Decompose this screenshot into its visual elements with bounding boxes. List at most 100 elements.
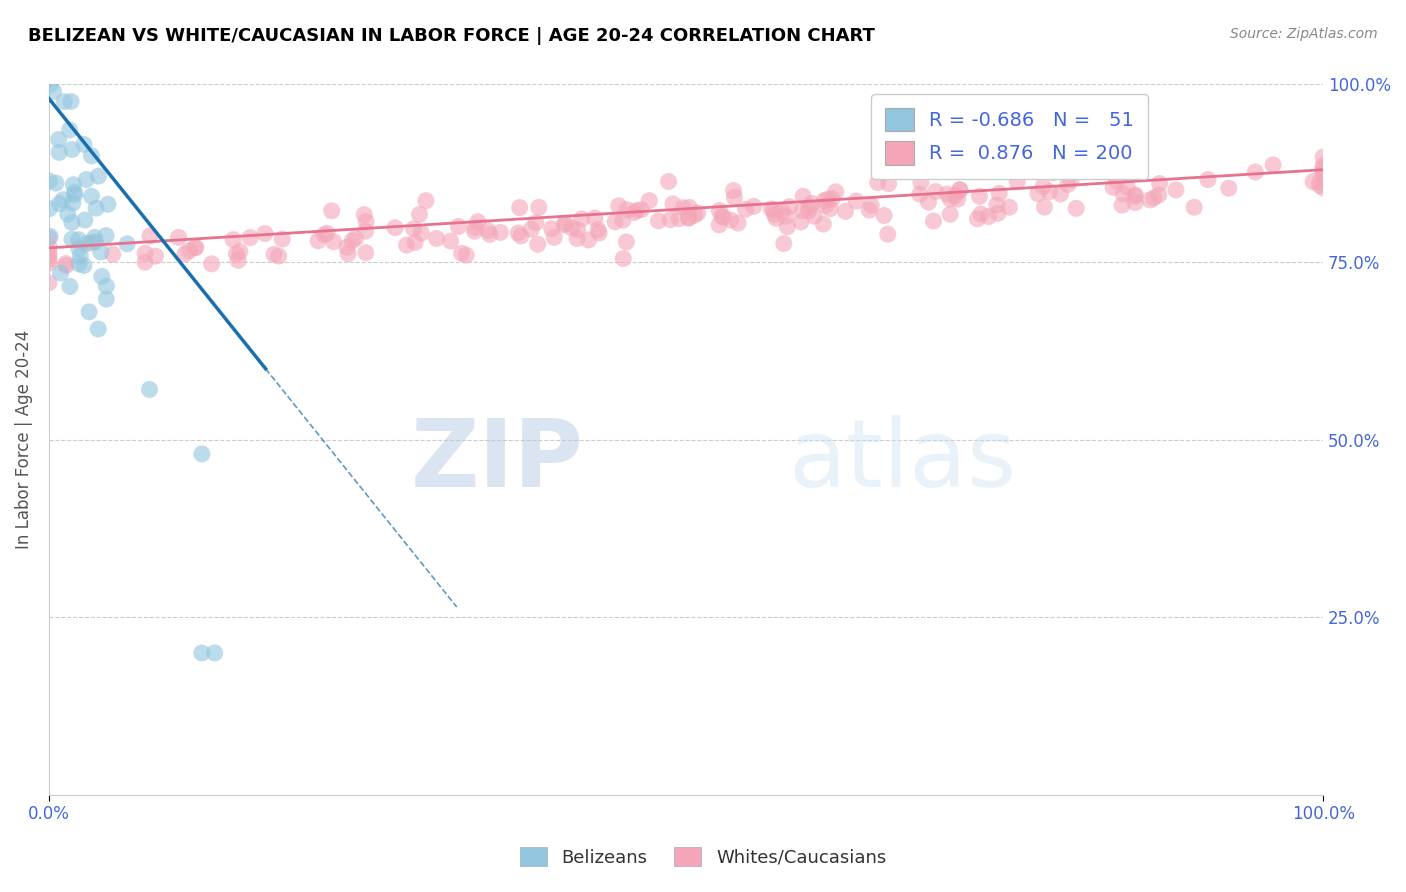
Point: [540, 221, 562, 235]
Point: [877, 177, 900, 191]
Point: [55, 256, 77, 270]
Point: [404, 235, 426, 250]
Point: [62, 196, 84, 211]
Point: [988, 186, 1011, 201]
Point: [1147, 188, 1170, 202]
Point: [939, 207, 962, 221]
Point: [616, 202, 638, 217]
Point: [1032, 179, 1054, 194]
Point: [76, 236, 98, 251]
Point: [184, 240, 207, 254]
Point: [177, 244, 200, 258]
Point: [48, 132, 70, 146]
Point: [1312, 150, 1334, 164]
Point: [48, 196, 70, 211]
Point: [814, 199, 837, 213]
Point: [1123, 189, 1146, 203]
Point: [38, 245, 60, 260]
Point: [561, 221, 583, 235]
Point: [174, 247, 197, 261]
Point: [354, 224, 377, 238]
Point: [84, 235, 107, 249]
Point: [658, 174, 681, 188]
Point: [710, 209, 733, 223]
Point: [90, 244, 112, 259]
Point: [614, 235, 637, 249]
Point: [1123, 195, 1146, 210]
Point: [115, 236, 138, 251]
Point: [922, 214, 945, 228]
Point: [96, 279, 118, 293]
Point: [626, 203, 648, 218]
Point: [1244, 165, 1267, 179]
Point: [873, 209, 896, 223]
Point: [936, 186, 959, 201]
Point: [720, 213, 742, 227]
Point: [813, 194, 835, 208]
Point: [384, 220, 406, 235]
Point: [83, 230, 105, 244]
Y-axis label: In Labor Force | Age 20-24: In Labor Force | Age 20-24: [15, 330, 32, 549]
Point: [263, 247, 285, 261]
Point: [727, 216, 749, 230]
Point: [860, 198, 883, 212]
Point: [38, 174, 60, 188]
Point: [90, 269, 112, 284]
Point: [415, 194, 437, 208]
Point: [858, 202, 880, 217]
Point: [820, 202, 842, 216]
Point: [464, 220, 486, 235]
Point: [772, 236, 794, 251]
Point: [761, 202, 783, 216]
Point: [84, 201, 107, 215]
Point: [1112, 186, 1135, 201]
Point: [707, 218, 730, 232]
Point: [408, 207, 430, 221]
Point: [38, 249, 60, 263]
Point: [1309, 178, 1331, 193]
Point: [467, 215, 489, 229]
Point: [139, 228, 162, 243]
Point: [38, 240, 60, 254]
Point: [336, 240, 359, 254]
Point: [623, 205, 645, 219]
Point: [813, 217, 835, 231]
Point: [222, 233, 245, 247]
Point: [80, 189, 103, 203]
Point: [425, 231, 447, 245]
Point: [53, 95, 76, 109]
Point: [1182, 200, 1205, 214]
Point: [77, 305, 100, 319]
Point: [38, 256, 60, 270]
Point: [314, 227, 336, 242]
Point: [353, 208, 375, 222]
Point: [1312, 166, 1334, 180]
Point: [55, 259, 77, 273]
Point: [489, 226, 512, 240]
Point: [447, 219, 470, 234]
Point: [939, 192, 962, 206]
Point: [38, 276, 60, 290]
Point: [908, 187, 931, 202]
Point: [986, 198, 1008, 212]
Point: [924, 185, 946, 199]
Point: [638, 194, 661, 208]
Point: [779, 200, 801, 214]
Point: [1012, 163, 1035, 178]
Point: [63, 187, 86, 202]
Point: [59, 279, 82, 293]
Point: [226, 253, 249, 268]
Point: [184, 241, 207, 255]
Point: [520, 222, 543, 236]
Point: [1312, 159, 1334, 173]
Point: [998, 200, 1021, 214]
Point: [1038, 185, 1060, 199]
Point: [565, 231, 588, 245]
Point: [1026, 186, 1049, 201]
Point: [67, 257, 90, 271]
Point: [742, 199, 765, 213]
Point: [67, 242, 90, 256]
Point: [145, 249, 167, 263]
Point: [607, 199, 630, 213]
Point: [1060, 173, 1083, 187]
